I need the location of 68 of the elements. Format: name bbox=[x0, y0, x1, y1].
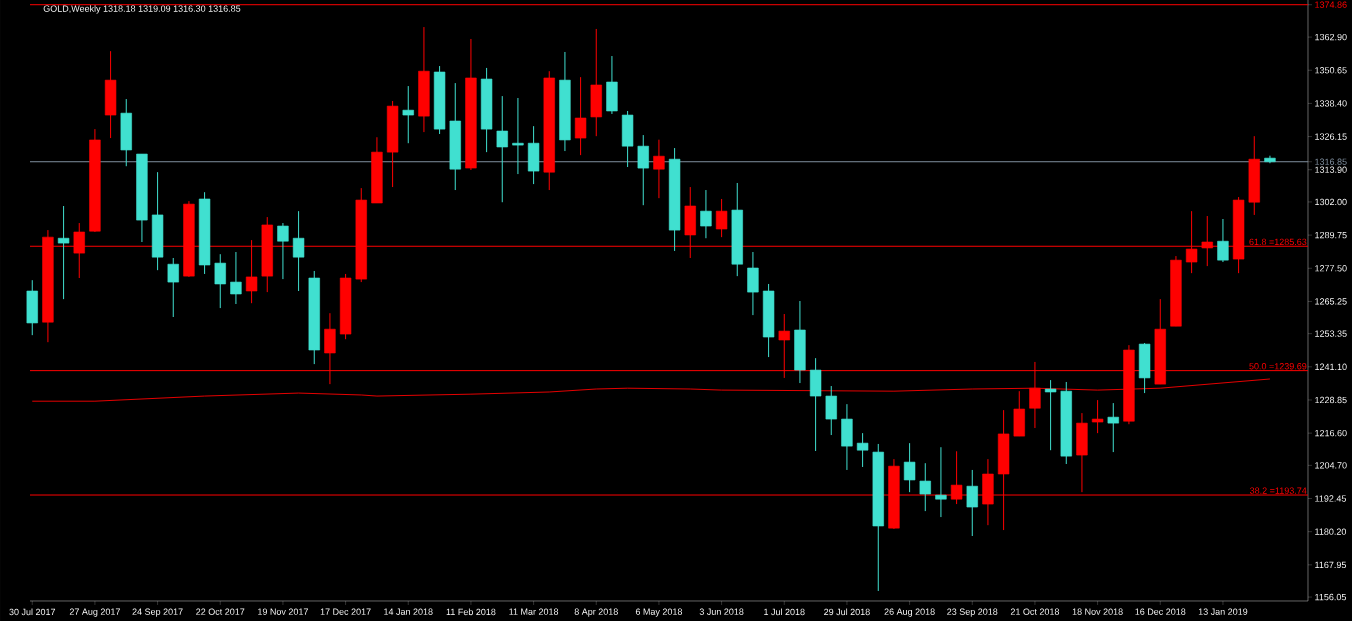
x-tick-label: 14 Jan 2018 bbox=[384, 608, 433, 615]
x-tick-label: 16 Dec 2018 bbox=[1135, 608, 1186, 615]
text: GOLD,Weekly 1318.18 1319.09 1316.30 1316.85 bbox=[43, 5, 241, 14]
candlestick bbox=[637, 134, 649, 206]
x-tick-label: 24 Sep 2017 bbox=[132, 608, 183, 617]
candlestick bbox=[214, 253, 226, 309]
x-tick-label: 3 Jun 2018 bbox=[699, 608, 744, 615]
x-tick-label: 8 Apr 2018 bbox=[574, 608, 618, 617]
candlestick bbox=[167, 257, 179, 318]
ref-line-label: 38.2 =1193.74 bbox=[1250, 487, 1307, 494]
y-tick-label: 1156.05 bbox=[1315, 593, 1346, 601]
candlestick bbox=[966, 469, 978, 537]
y-tick-label: 1316.85 bbox=[1315, 158, 1347, 165]
x-tick-label: 19 Nov 2017 bbox=[258, 608, 308, 615]
candlestick bbox=[230, 251, 242, 305]
y-tick-label: 1216.60 bbox=[1315, 429, 1347, 437]
y-tick-label: 1313.90 bbox=[1315, 166, 1347, 173]
x-tick-label: 11 Feb 2018 bbox=[446, 608, 496, 616]
y-tick-label: 1241.10 bbox=[1315, 363, 1347, 371]
y-tick-label: 1362.90 bbox=[1315, 33, 1347, 41]
x-tick-label: 26 Aug 2018 bbox=[884, 608, 935, 617]
y-tick-label: 1228.85 bbox=[1315, 396, 1347, 404]
candlestick bbox=[1091, 399, 1104, 434]
candlestick bbox=[574, 76, 587, 156]
y-tick-label: 1289.75 bbox=[1315, 231, 1347, 239]
y-tick-label: 1326.15 bbox=[1315, 133, 1347, 140]
y-tick-label: 1192.45 bbox=[1315, 495, 1346, 502]
x-tick-label: 29 Jul 2018 bbox=[824, 608, 870, 616]
x-tick-label: 27 Aug 2017 bbox=[69, 608, 120, 617]
y-tick-label: 1277.50 bbox=[1315, 265, 1347, 272]
y-tick-label: 1265.25 bbox=[1315, 298, 1347, 305]
candlestick bbox=[825, 385, 837, 436]
x-tick-label: 30 Jul 2017 bbox=[9, 608, 56, 616]
y-tick-label: 1350.65 bbox=[1315, 67, 1347, 74]
candlestick bbox=[653, 139, 665, 199]
candlestick bbox=[496, 95, 508, 203]
candlestick bbox=[1044, 379, 1057, 451]
candlestick bbox=[935, 446, 947, 518]
x-tick-label: 11 Mar 2018 bbox=[509, 608, 559, 615]
candlestick bbox=[715, 198, 728, 238]
ref-line-label: 50.0 =1239.69 bbox=[1249, 363, 1307, 370]
x-tick-label: 21 Oct 2018 bbox=[1010, 608, 1060, 615]
candlestick bbox=[57, 205, 70, 300]
candlestick bbox=[919, 462, 931, 512]
x-tick-label: 13 Jan 2019 bbox=[1198, 608, 1248, 615]
y-tick-label: 1338.40 bbox=[1315, 100, 1347, 107]
candlestick bbox=[292, 210, 305, 292]
candlestick bbox=[1107, 402, 1119, 453]
y-tick-label: 1180.20 bbox=[1315, 528, 1347, 535]
candlestick bbox=[856, 432, 869, 468]
y-tick-label: 1204.70 bbox=[1315, 462, 1347, 469]
candlestick bbox=[700, 189, 712, 239]
ref-line-label: 61.8 =1285.63 bbox=[1249, 238, 1307, 246]
x-tick-label: 23 Sep 2018 bbox=[947, 608, 998, 617]
candlestick bbox=[903, 442, 916, 493]
y-tick-label: 1302.00 bbox=[1315, 198, 1347, 206]
candlestick bbox=[277, 222, 289, 280]
x-tick-label: 18 Nov 2018 bbox=[1072, 608, 1123, 615]
x-tick-label: 1 Jul 2018 bbox=[764, 608, 805, 616]
candlestick bbox=[1217, 218, 1229, 263]
candlestick bbox=[402, 85, 414, 144]
y-tick-label: 1167.95 bbox=[1315, 561, 1346, 569]
x-tick-label: 6 May 2018 bbox=[635, 608, 683, 617]
x-tick-label: 17 Dec 2017 bbox=[320, 608, 371, 615]
y-tick-label: 1253.35 bbox=[1315, 330, 1347, 337]
candlestick bbox=[512, 97, 524, 175]
x-tick-label: 22 Oct 2017 bbox=[196, 608, 245, 615]
y-tick-label: 1374.86 bbox=[1315, 1, 1347, 8]
